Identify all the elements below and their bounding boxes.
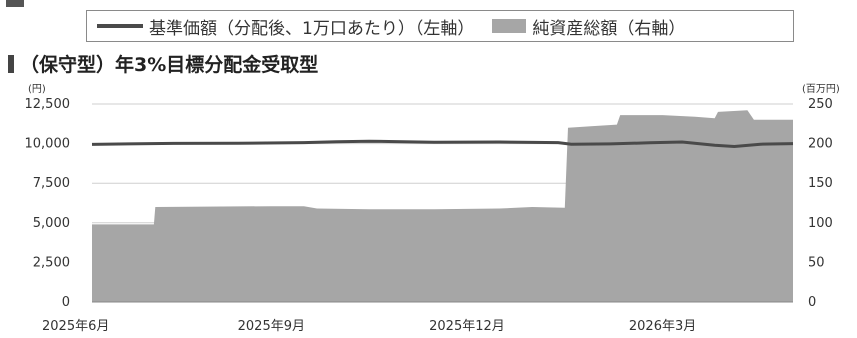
y-left-tick-label-2: 5,000 — [33, 216, 70, 231]
y-right-tick-label-2: 100 — [808, 216, 833, 231]
x-tick-label-3: 2026年3月 — [629, 319, 696, 334]
y-left-tick-label-4: 10,000 — [25, 137, 71, 152]
axes-group: 0 2,500 5,000 7,500 10,000 12,500 0 50 100 150 200… — [25, 83, 840, 334]
y-left-unit: (円) — [28, 84, 46, 95]
legend-item-nav: 基準価額（分配後、1万口あたり）（左軸） — [97, 14, 474, 39]
y-left-tick-label-0: 0 — [62, 295, 70, 310]
legend-line-swatch — [97, 24, 143, 28]
y-right-tick-label-0: 0 — [808, 295, 816, 310]
y-right-tick-label-4: 200 — [808, 137, 833, 152]
nav-line-group — [91, 139, 794, 149]
net-assets-area — [92, 110, 793, 302]
y-right-tick-label-1: 50 — [808, 255, 825, 270]
legend-label-nav: 基準価額（分配後、1万口あたり）（左軸） — [149, 18, 475, 39]
legend-area-swatch — [492, 19, 527, 33]
y-left-tick-label-1: 2,500 — [33, 255, 70, 270]
net-assets-area-group — [92, 110, 793, 302]
y-left-tick-label-3: 7,500 — [33, 176, 70, 191]
nav-line — [91, 139, 794, 149]
chart-subtitle-text: （保守型）年3%目標分配金受取型 — [20, 54, 319, 76]
chart-subtitle: （保守型）年3%目標分配金受取型 — [8, 50, 318, 77]
x-tick-label-0: 2025年6月 — [42, 319, 109, 334]
y-left-tick-label-5: 12,500 — [25, 97, 71, 112]
y-right-tick-label-3: 150 — [808, 176, 833, 191]
chart-legend: 基準価額（分配後、1万口あたり）（左軸） 純資産総額（右軸） — [86, 10, 794, 42]
legend-item-net-assets: 純資産総額（右軸） — [492, 14, 685, 39]
y-right-tick-label-5: 250 — [808, 97, 833, 112]
header-fragment — [6, 0, 24, 7]
legend-label-net-assets: 純資産総額（右軸） — [532, 18, 686, 39]
x-tick-label-1: 2025年9月 — [238, 319, 305, 334]
y-right-unit: (百万円) — [802, 83, 840, 95]
x-tick-label-2: 2025年12月 — [429, 319, 505, 334]
subtitle-marker — [8, 54, 14, 73]
